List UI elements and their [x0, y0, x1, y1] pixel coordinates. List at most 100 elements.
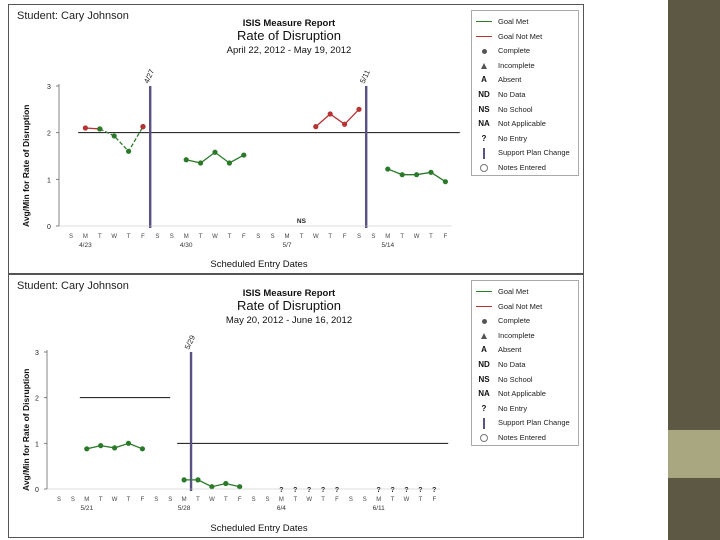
- data-point: [139, 446, 145, 452]
- data-point: [226, 160, 232, 166]
- legend-item: A Absent: [472, 343, 578, 357]
- no-entry-marker: ?: [335, 487, 339, 494]
- legend-label: Goal Not Met: [498, 31, 543, 41]
- chart-subtitle: May 20, 2012 - June 16, 2012: [225, 315, 353, 326]
- complete-icon: [474, 44, 494, 58]
- legend-label: No School: [498, 374, 533, 384]
- series-met: [385, 166, 448, 185]
- report-heading: ISIS Measure Report: [242, 18, 336, 29]
- legend-label: Incomplete: [498, 330, 535, 340]
- legend-label: Incomplete: [498, 60, 535, 70]
- x-axis-title: Scheduled Entry Dates: [210, 523, 308, 534]
- day-letter: T: [328, 234, 332, 240]
- no-entry-marker: ?: [321, 487, 325, 494]
- legend-item: Incomplete: [472, 329, 578, 343]
- day-letter: T: [293, 497, 297, 503]
- support-change-label: 4/27: [142, 68, 156, 85]
- support-change-label: 5/11: [358, 68, 372, 85]
- day-letter: F: [242, 234, 246, 240]
- day-letter: S: [363, 497, 367, 503]
- day-letter: W: [414, 234, 420, 240]
- day-letter: F: [238, 497, 242, 503]
- legend-label: Support Plan Change: [498, 148, 570, 158]
- no-entry-marker: ?: [418, 487, 422, 494]
- complete-icon: [474, 314, 494, 328]
- day-letter: M: [184, 234, 189, 240]
- day-letter: S: [168, 497, 172, 503]
- side-accent: [668, 430, 720, 478]
- data-point: [313, 124, 319, 130]
- legend-item: Notes Entered: [472, 161, 578, 175]
- data-point: [442, 179, 448, 185]
- day-letter: S: [265, 497, 269, 503]
- legend-code: NS: [478, 374, 490, 384]
- chart-title: Rate of Disruption: [236, 28, 342, 43]
- legend-label: Absent: [498, 345, 522, 355]
- support-change-label: 5/29: [183, 334, 197, 351]
- day-letter: S: [170, 234, 174, 240]
- day-letter: F: [432, 497, 436, 503]
- legend-item: ? No Entry: [472, 132, 578, 146]
- legend-item: Complete: [472, 314, 578, 328]
- series-not_met: [313, 106, 362, 130]
- support-plan-change-icon: [474, 146, 494, 160]
- notes-entered-icon: [474, 431, 494, 445]
- legend-label: Support Plan Change: [498, 418, 570, 428]
- data-point: [111, 133, 117, 139]
- series-line: [315, 108, 360, 128]
- legend-code: NA: [478, 389, 490, 399]
- data-point: [428, 169, 434, 175]
- data-point: [126, 148, 132, 154]
- day-letter: S: [155, 234, 159, 240]
- week-date-label: 6/4: [277, 505, 286, 512]
- data-point: [212, 149, 218, 155]
- day-letter: M: [84, 497, 89, 503]
- data-point: [198, 160, 204, 166]
- day-letter: F: [343, 234, 347, 240]
- no-entry-marker: ?: [432, 487, 436, 494]
- legend-code: NS: [478, 104, 490, 114]
- day-letter: M: [285, 234, 290, 240]
- day-letter: T: [321, 497, 325, 503]
- goal-met-icon: [474, 285, 494, 299]
- legend-code: A: [481, 75, 487, 85]
- series-not_met: [140, 124, 146, 130]
- no-school-marker: NS: [297, 218, 307, 225]
- no-entry-marker: ?: [377, 487, 381, 494]
- week-date-label: 5/14: [381, 242, 394, 249]
- no-entry-marker: ?: [307, 487, 311, 494]
- data-point: [356, 106, 362, 112]
- series-met: [84, 440, 145, 452]
- data-point: [223, 480, 229, 487]
- day-letter: T: [127, 234, 131, 240]
- legend-label: Complete: [498, 46, 531, 56]
- chart-legend: Goal Met Goal Not Met Complete Incomplete A A…: [471, 280, 579, 446]
- y-tick-label: 2: [35, 396, 39, 403]
- y-tick-label: 2: [47, 131, 51, 138]
- legend-code: ND: [478, 360, 490, 369]
- legend-label: Goal Not Met: [498, 301, 543, 311]
- data-point: [414, 172, 420, 178]
- day-letter: W: [209, 497, 215, 503]
- day-letter: T: [127, 497, 131, 503]
- legend-item: Support Plan Change: [472, 146, 578, 160]
- goal-not-met-icon: [474, 30, 494, 44]
- day-letter: S: [71, 497, 75, 503]
- day-letter: S: [271, 234, 275, 240]
- series-met: [181, 477, 243, 490]
- day-letter: T: [199, 234, 203, 240]
- day-letter: T: [228, 234, 232, 240]
- chart-svg-1: 0 1 2 3 4/27 5/11 NS S M T W T F S S M T W T F S S M T W T F S S M T W T…: [47, 68, 460, 249]
- data-point: [98, 443, 104, 449]
- data-point: [385, 166, 391, 172]
- week-date-label: 4/30: [180, 242, 193, 249]
- legend-code: NA: [478, 119, 490, 129]
- no-entry-marker: ?: [404, 487, 408, 494]
- chart-legend: Goal Met Goal Not Met Complete Incomplete A A…: [471, 10, 579, 176]
- series-line: [99, 126, 144, 153]
- data-point: [140, 124, 146, 130]
- legend-item: NS No School: [472, 373, 578, 387]
- y-tick-label: 1: [47, 177, 51, 184]
- legend-item: NA Not Applicable: [472, 117, 578, 131]
- day-letter: S: [357, 234, 361, 240]
